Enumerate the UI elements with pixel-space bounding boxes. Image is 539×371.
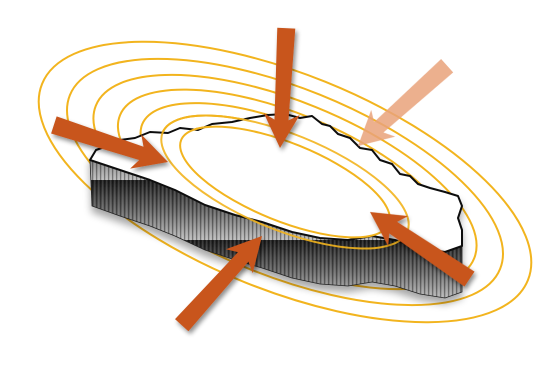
ring-6 bbox=[66, 57, 504, 307]
arrow-icon bbox=[345, 52, 460, 160]
